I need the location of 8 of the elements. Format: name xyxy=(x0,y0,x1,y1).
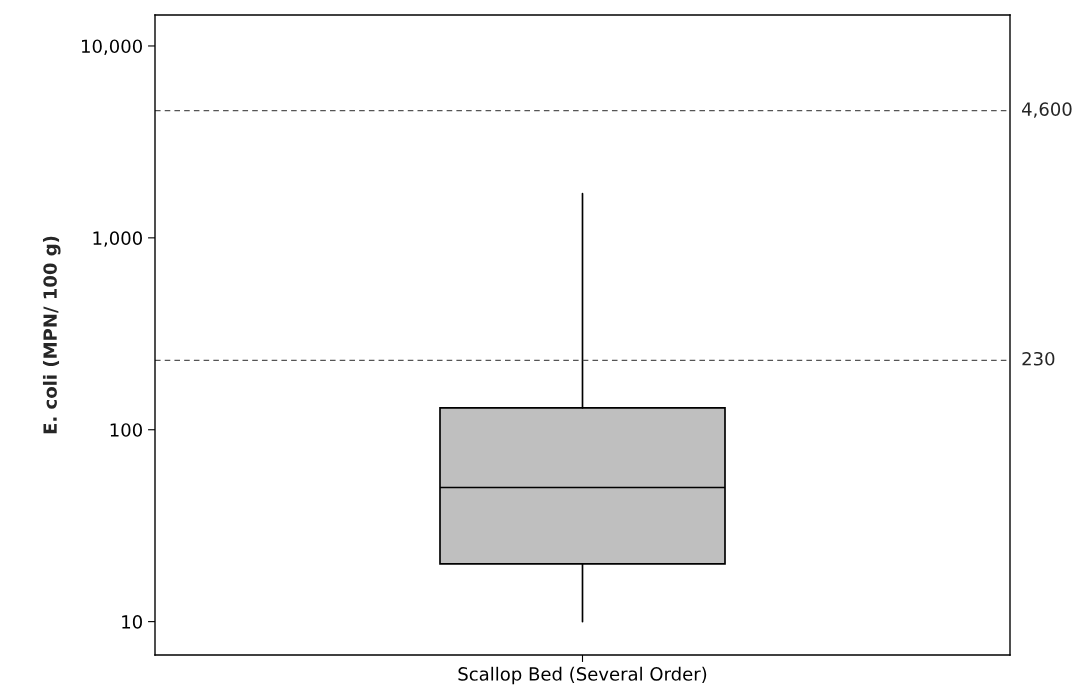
y-tick-label: 100 xyxy=(110,423,142,437)
y-tick-label: 1,000 xyxy=(93,231,142,247)
ref-line-label: 230 xyxy=(1022,351,1055,366)
y-tick-label: 10,000 xyxy=(82,39,142,55)
y-axis-title: E. coli (MPN/ 100 g) xyxy=(42,236,61,434)
y-tick-label: 10 xyxy=(122,615,142,629)
ref-line-label: 4,600 xyxy=(1021,102,1072,118)
x-tick-label: Scallop Bed (Several Order) xyxy=(458,666,707,685)
